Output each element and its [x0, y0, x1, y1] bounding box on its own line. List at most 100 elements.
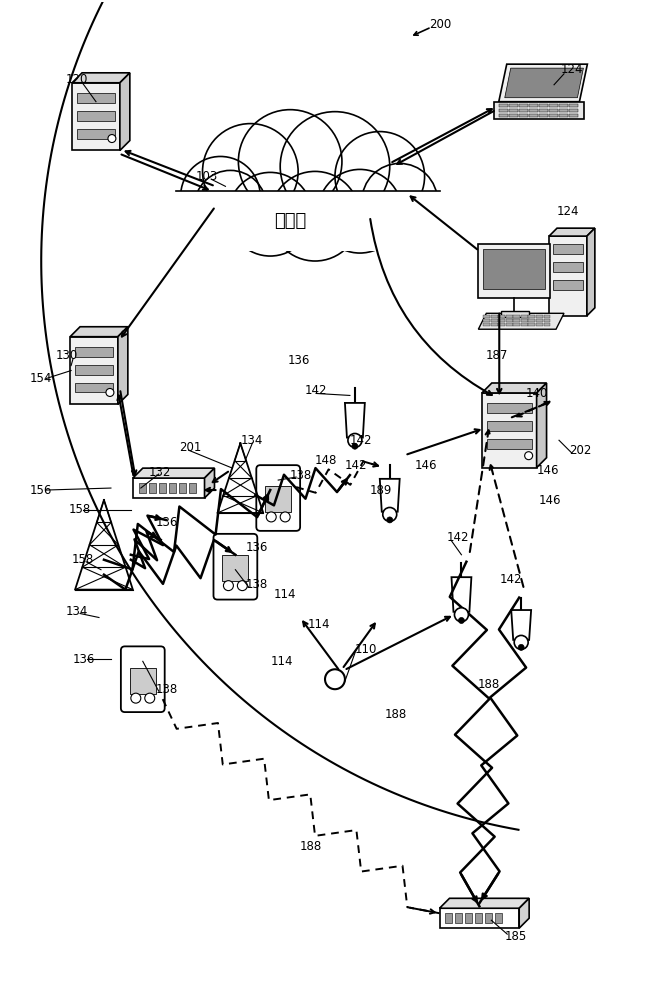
Bar	[77, 129, 115, 139]
Bar	[169, 483, 176, 493]
Bar	[529, 114, 538, 117]
Polygon shape	[440, 898, 529, 908]
Bar	[536, 323, 543, 326]
Bar	[553, 244, 583, 254]
Bar	[506, 319, 513, 322]
Bar	[179, 483, 185, 493]
Bar	[539, 109, 548, 112]
Text: 142: 142	[447, 531, 469, 544]
Text: 188: 188	[300, 840, 322, 853]
Circle shape	[145, 693, 155, 703]
Bar	[536, 315, 543, 318]
Bar	[223, 555, 248, 581]
Circle shape	[202, 124, 298, 219]
Text: 146: 146	[415, 459, 437, 472]
Bar	[519, 114, 528, 117]
Polygon shape	[133, 468, 214, 478]
Bar	[514, 319, 520, 322]
Bar	[133, 478, 204, 498]
Bar	[478, 244, 550, 298]
Bar	[569, 104, 578, 107]
Circle shape	[335, 132, 424, 221]
Circle shape	[514, 635, 528, 649]
Bar	[495, 102, 584, 119]
Circle shape	[195, 170, 267, 242]
Bar	[491, 319, 498, 322]
Text: 189: 189	[370, 484, 392, 497]
Text: 185: 185	[504, 930, 527, 943]
Bar	[491, 323, 498, 326]
Polygon shape	[505, 68, 584, 98]
Bar	[544, 323, 550, 326]
Bar	[483, 323, 490, 326]
Bar	[559, 104, 568, 107]
Bar	[544, 315, 550, 318]
Bar	[498, 315, 505, 318]
Bar	[70, 337, 118, 404]
Text: 136: 136	[156, 516, 178, 529]
Text: 103: 103	[196, 170, 218, 183]
Text: 140: 140	[526, 387, 548, 400]
Polygon shape	[587, 228, 595, 316]
Text: 202: 202	[569, 444, 591, 457]
Circle shape	[108, 135, 116, 143]
Text: 201: 201	[179, 441, 201, 454]
Circle shape	[106, 388, 114, 396]
Bar	[498, 319, 505, 322]
Circle shape	[518, 644, 524, 650]
Text: 188: 188	[477, 678, 500, 691]
Bar	[519, 104, 528, 107]
Polygon shape	[345, 403, 365, 438]
Text: 142: 142	[345, 459, 367, 472]
Bar	[440, 908, 519, 928]
Text: 因特网: 因特网	[274, 212, 307, 230]
FancyBboxPatch shape	[214, 534, 257, 600]
Circle shape	[271, 171, 360, 261]
Bar	[529, 315, 535, 318]
Polygon shape	[549, 228, 595, 236]
Text: 110: 110	[355, 643, 377, 656]
Bar	[130, 668, 156, 694]
Text: 136: 136	[73, 653, 96, 666]
Bar	[265, 486, 291, 512]
Circle shape	[386, 517, 393, 523]
Text: 142: 142	[305, 384, 328, 397]
Circle shape	[237, 581, 248, 591]
Text: 156: 156	[29, 484, 52, 497]
Polygon shape	[120, 73, 130, 150]
Polygon shape	[498, 64, 588, 102]
Bar	[569, 114, 578, 117]
Circle shape	[348, 433, 362, 447]
Text: 124: 124	[561, 63, 584, 76]
Text: 114: 114	[308, 618, 331, 631]
FancyBboxPatch shape	[121, 646, 164, 712]
Bar	[544, 319, 550, 322]
Text: 158: 158	[69, 503, 91, 516]
Bar	[159, 483, 166, 493]
Bar	[485, 913, 493, 923]
Bar	[77, 93, 115, 103]
Bar	[521, 315, 528, 318]
Bar	[529, 319, 535, 322]
Circle shape	[238, 110, 342, 213]
Text: 132: 132	[149, 466, 171, 479]
Bar	[171, 186, 445, 246]
Polygon shape	[451, 577, 472, 612]
Text: 187: 187	[485, 349, 508, 362]
Bar	[529, 109, 538, 112]
Text: 158: 158	[72, 553, 94, 566]
Bar	[506, 323, 513, 326]
Polygon shape	[380, 479, 400, 512]
Bar	[483, 315, 490, 318]
Bar	[495, 913, 502, 923]
Bar	[176, 191, 440, 251]
Text: 134: 134	[66, 605, 88, 618]
Bar	[476, 913, 482, 923]
Bar	[499, 109, 508, 112]
Bar	[529, 104, 538, 107]
Bar	[521, 319, 528, 322]
Text: 114: 114	[273, 588, 295, 601]
Bar	[455, 913, 462, 923]
Bar	[149, 483, 156, 493]
Bar	[549, 236, 587, 316]
